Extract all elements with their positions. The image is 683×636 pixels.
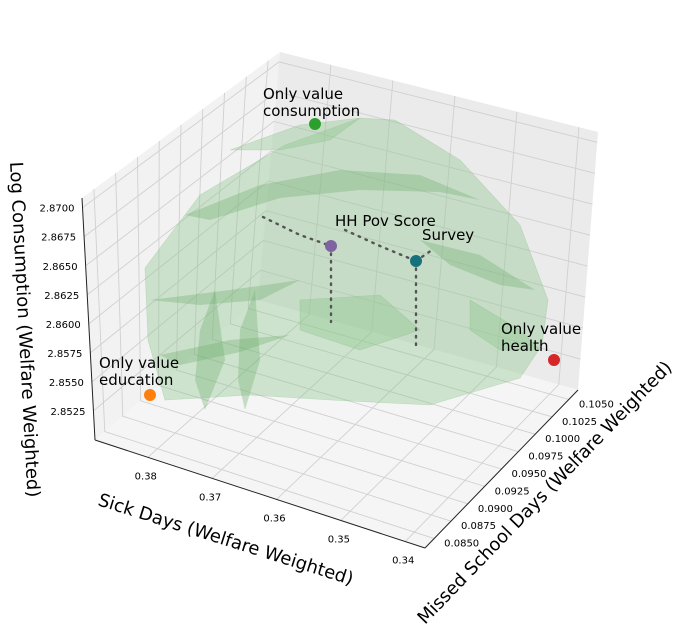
z-tick-label: 2.8675 xyxy=(41,233,76,244)
z-grid-line xyxy=(83,91,595,238)
frontier-surface xyxy=(144,117,549,410)
point-label-line2: consumption xyxy=(263,102,360,120)
z-grid-line xyxy=(90,210,586,354)
z-grid-line xyxy=(82,61,598,209)
x-grid-line xyxy=(211,80,394,479)
back-pane-right xyxy=(258,52,598,390)
point-label: HH Pov Score xyxy=(335,212,436,230)
x-tick-label: 0.37 xyxy=(199,492,221,503)
drop-lines xyxy=(261,215,434,352)
z-grid-line xyxy=(88,180,588,325)
x-ticks: 0.38 0.37 0.36 0.35 0.34 xyxy=(135,471,415,566)
y-grid-line xyxy=(158,141,485,487)
data-point xyxy=(325,240,337,252)
z-axis-label: Log Consumption (Welfare Weighted) xyxy=(5,161,44,498)
point-label: Only value xyxy=(501,320,581,338)
z-grid-line xyxy=(85,120,593,267)
y-grid-line xyxy=(247,60,569,400)
point-label: Survey xyxy=(422,226,474,244)
data-point xyxy=(548,354,560,366)
z-tick-label: 2.8550 xyxy=(49,378,84,389)
y-grid-line xyxy=(136,157,468,505)
x-grid-line xyxy=(276,95,456,500)
y-tick-label: 0.1000 xyxy=(545,434,580,445)
z-axis-line xyxy=(81,197,96,441)
y-grid-line xyxy=(176,124,502,470)
y-grid-line xyxy=(229,76,553,418)
y-tick-label: 0.1025 xyxy=(562,417,597,428)
y-tick-label: 0.0875 xyxy=(461,521,496,532)
point-label-line2: education xyxy=(99,371,173,389)
y-tick-label: 0.0925 xyxy=(495,486,530,497)
z-grid-line xyxy=(91,239,583,383)
grid-lines xyxy=(82,60,598,542)
z-tick-label: 2.8700 xyxy=(40,204,75,215)
y-tick-label: 0.0950 xyxy=(512,469,547,480)
x-grid-line xyxy=(404,127,580,542)
floor-pane xyxy=(95,300,578,548)
point-label: Only value xyxy=(99,354,179,372)
z-grid-line xyxy=(86,150,591,296)
y-axis-line xyxy=(424,389,579,549)
y-grid-line xyxy=(211,92,536,435)
x-grid-line xyxy=(340,111,518,521)
z-grid-line xyxy=(93,269,581,412)
z-tick-label: 2.8525 xyxy=(50,407,85,418)
z-tick-label: 2.8625 xyxy=(44,291,79,302)
x-tick-label: 0.38 xyxy=(135,471,157,482)
data-point xyxy=(309,118,321,130)
z-tick-label: 2.8600 xyxy=(46,320,81,331)
y-tick-label: 0.0850 xyxy=(444,539,479,550)
x-tick-label: 0.35 xyxy=(328,534,350,545)
x-axis-line xyxy=(94,439,426,549)
y-grid-line xyxy=(93,189,435,539)
y-tick-label: 0.1050 xyxy=(579,399,614,410)
point-label-line2: health xyxy=(501,337,548,355)
y-tick-label: 0.0975 xyxy=(528,452,563,463)
y-grid-line xyxy=(115,173,452,522)
x-tick-label: 0.36 xyxy=(263,513,285,524)
y-ticks: 0.0850 0.0875 0.0900 0.0925 0.0950 0.0975 0.10… xyxy=(444,399,614,549)
data-point xyxy=(144,389,156,401)
data-point xyxy=(410,255,422,267)
z-tick-label: 2.8650 xyxy=(43,262,78,273)
back-pane-left xyxy=(82,52,280,440)
y-tick-label: 0.0900 xyxy=(478,504,513,515)
y-grid-line xyxy=(193,108,519,453)
z-tick-label: 2.8575 xyxy=(47,349,82,360)
x-tick-label: 0.34 xyxy=(392,556,414,567)
point-label: Only value xyxy=(263,85,343,103)
z-ticks: 2.8525 2.8550 2.8575 2.8600 2.8625 2.8650 2.86… xyxy=(40,204,86,418)
x-grid-line xyxy=(147,64,332,458)
